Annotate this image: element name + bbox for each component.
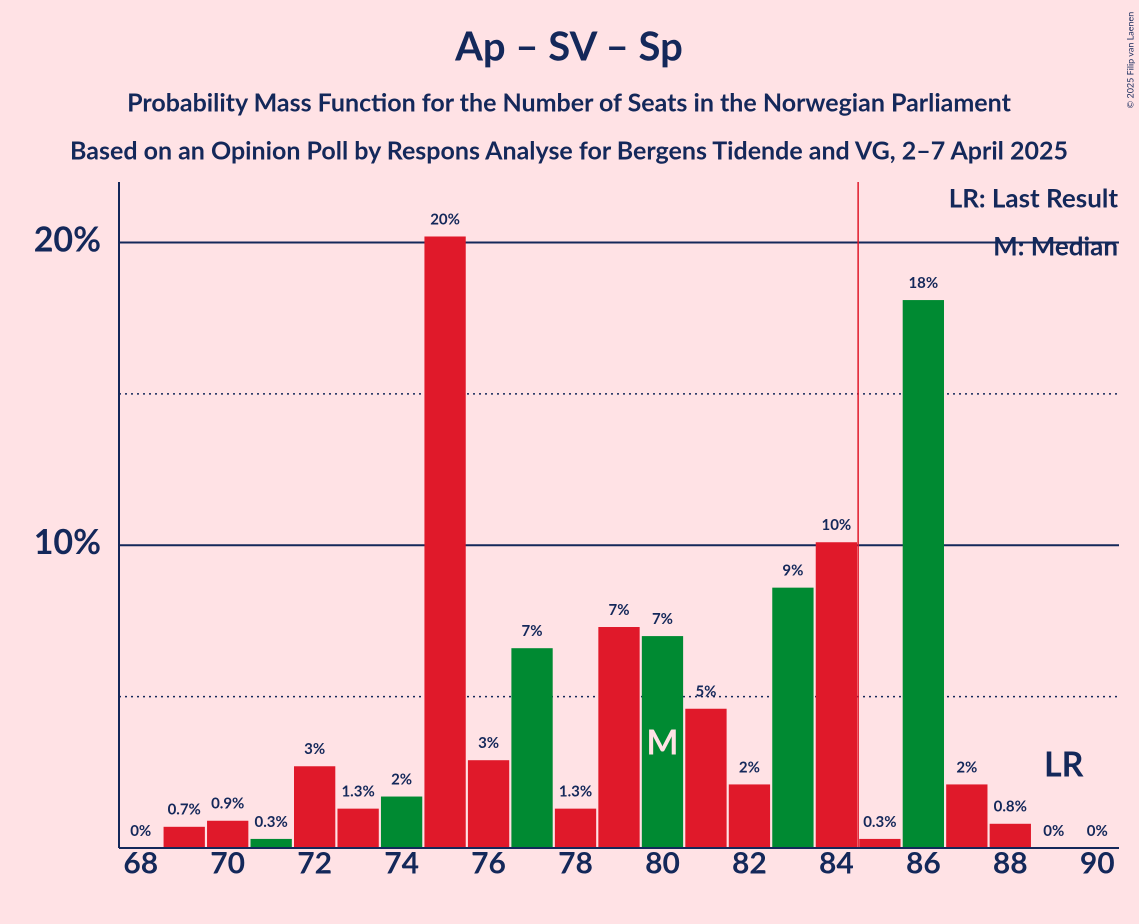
value-label: 20%	[430, 210, 460, 228]
bar	[337, 808, 379, 848]
value-label: 3%	[304, 740, 325, 758]
copyright: © 2025 Filip van Laenen	[1124, 12, 1135, 109]
value-label: 18%	[908, 274, 938, 292]
value-label: 0%	[130, 822, 151, 840]
bar	[380, 796, 423, 848]
x-tick-label: 82	[732, 845, 767, 881]
legend-entry: M: Median	[993, 230, 1118, 262]
x-tick-label: 72	[297, 845, 332, 881]
bar	[902, 300, 944, 849]
value-label: 1.3%	[559, 782, 592, 800]
x-tick-label: 86	[906, 845, 941, 881]
value-label: 0.3%	[863, 813, 896, 831]
value-label: 7%	[609, 601, 630, 619]
bar	[685, 708, 727, 848]
bar	[772, 587, 814, 848]
value-label: 0.3%	[255, 813, 288, 831]
bar	[598, 627, 640, 848]
bar	[294, 766, 336, 848]
value-label: 2%	[956, 758, 977, 776]
value-label: 2%	[391, 770, 412, 788]
chart-title: Ap – SV – Sp	[454, 21, 683, 69]
x-tick-label: 68	[123, 845, 158, 881]
bar	[467, 760, 510, 848]
value-label: 0.7%	[168, 801, 201, 819]
subtitle: Probability Mass Function for the Number…	[127, 87, 1011, 117]
legend-entry: LR: Last Result	[949, 182, 1119, 214]
value-label: 10%	[822, 516, 852, 534]
value-label: 7%	[522, 622, 543, 640]
bar	[946, 784, 988, 848]
value-label: 0%	[1043, 822, 1064, 840]
x-tick-label: 76	[471, 845, 506, 881]
bar	[989, 823, 1031, 848]
value-label: 7%	[652, 610, 673, 628]
value-label: 9%	[782, 561, 803, 579]
bar	[207, 820, 249, 848]
x-tick-label: 84	[819, 845, 854, 881]
x-tick-label: 78	[558, 845, 593, 881]
value-label: 5%	[695, 683, 716, 701]
median-marker: M	[646, 722, 678, 763]
value-label: 2%	[739, 758, 760, 776]
bar	[728, 784, 771, 848]
x-tick-label: 90	[1080, 845, 1115, 881]
y-tick-label: 20%	[34, 218, 101, 259]
value-label: 0.9%	[211, 795, 244, 813]
bar	[250, 838, 292, 848]
x-tick-label: 70	[210, 845, 245, 881]
x-tick-label: 80	[645, 845, 680, 881]
x-tick-label: 88	[993, 845, 1028, 881]
value-label: 0.8%	[994, 798, 1027, 816]
bar	[511, 648, 553, 848]
x-tick-label: 74	[384, 845, 419, 881]
subtitle: Based on an Opinion Poll by Respons Anal…	[70, 135, 1068, 165]
value-label: 3%	[478, 734, 499, 752]
bar	[859, 838, 901, 848]
value-label: 1.3%	[341, 782, 374, 800]
value-label: 0%	[1087, 822, 1108, 840]
bar	[815, 542, 858, 848]
bar	[554, 808, 597, 848]
last-result-marker: LR	[1044, 744, 1084, 785]
bar	[424, 236, 466, 848]
bar	[163, 826, 205, 848]
bar	[641, 636, 684, 848]
y-tick-label: 10%	[34, 521, 101, 562]
